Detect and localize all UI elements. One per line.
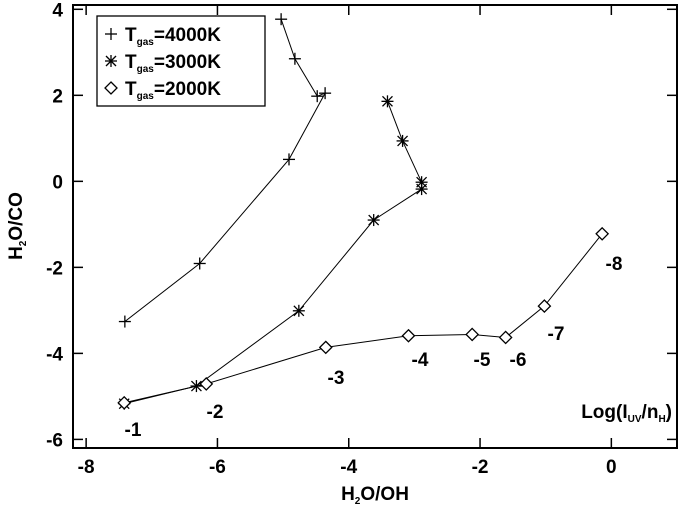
annotation: -5 [474, 350, 491, 371]
x-tick-label: -2 [472, 457, 489, 478]
legend-marker [104, 81, 118, 95]
series-line [124, 233, 603, 404]
point [595, 226, 610, 241]
annotation: -1 [125, 420, 142, 441]
annotation: Log(IUV/nH) [581, 402, 672, 425]
point [319, 87, 332, 100]
point [498, 330, 513, 345]
annotation: -3 [328, 368, 345, 389]
annotation: -6 [510, 350, 527, 371]
x-tick-label: -4 [340, 457, 357, 478]
legend-box [96, 15, 266, 107]
point [292, 304, 305, 317]
point [288, 52, 301, 65]
legend-label: Tgas=4000K [125, 25, 221, 48]
point [311, 90, 324, 103]
annotation: -8 [606, 254, 623, 275]
x-tick-label: -6 [209, 457, 226, 478]
point [282, 153, 295, 166]
point [193, 257, 206, 270]
y-tick-label: 0 [52, 172, 63, 193]
y-tick-label: 2 [52, 86, 63, 107]
point [401, 328, 416, 343]
point [199, 376, 214, 391]
series-line [124, 101, 423, 405]
legend-label: Tgas=2000K [125, 79, 221, 102]
point [465, 327, 480, 342]
point [367, 214, 380, 227]
point [537, 299, 552, 313]
plot-frame [72, 4, 678, 449]
legend-marker [105, 28, 117, 40]
point [117, 395, 132, 410]
y-tick-label: -6 [46, 430, 63, 451]
annotation: -4 [412, 350, 429, 371]
x-tick-label: 0 [606, 457, 617, 478]
y-tick-label: -2 [46, 258, 63, 279]
point [275, 13, 288, 26]
x-axis-label: H2O/OH [341, 484, 409, 507]
legend-label: Tgas=3000K [125, 52, 221, 75]
x-tick-label: -8 [78, 457, 95, 478]
point [118, 315, 131, 328]
point [415, 176, 428, 189]
point [381, 95, 394, 108]
legend-marker [105, 55, 117, 67]
y-tick-label: 4 [52, 0, 63, 21]
annotation: -2 [207, 402, 224, 423]
annotation: -7 [548, 324, 565, 345]
y-tick-label: -4 [46, 344, 63, 365]
y-axis-label: H2O/CO [6, 192, 29, 260]
point [396, 134, 409, 147]
point [318, 340, 333, 355]
